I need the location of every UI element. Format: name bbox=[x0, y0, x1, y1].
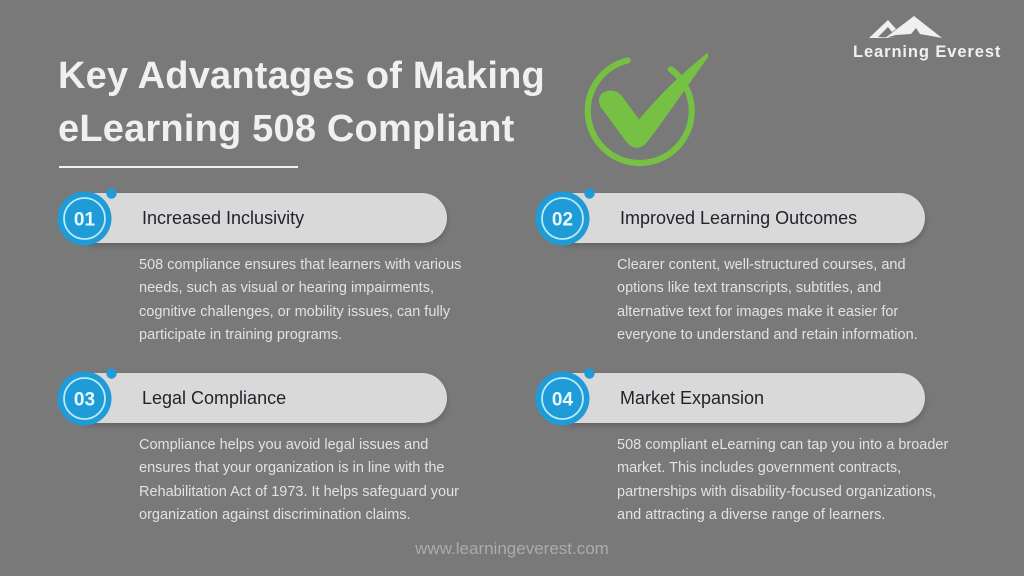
svg-text:04: 04 bbox=[552, 390, 574, 411]
svg-text:Learning Everest: Learning Everest bbox=[853, 43, 1001, 61]
svg-text:03: 03 bbox=[74, 390, 95, 411]
svg-text:01: 01 bbox=[74, 210, 96, 231]
svg-text:02: 02 bbox=[552, 210, 573, 231]
